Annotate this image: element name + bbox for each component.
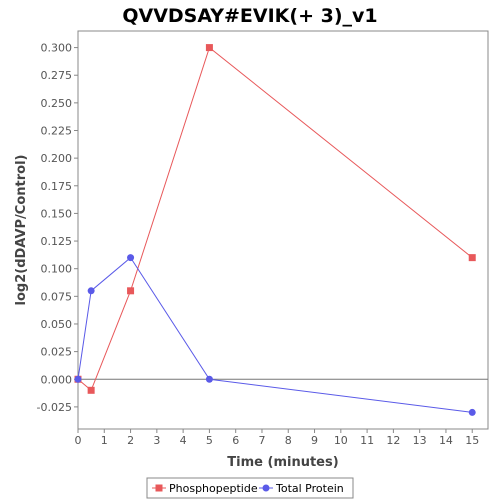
legend-box — [146, 477, 354, 499]
y-tick-label: 0.000 — [41, 373, 73, 386]
x-tick-label: 13 — [413, 434, 427, 447]
x-tick-label: 12 — [386, 434, 400, 447]
plot-area — [77, 30, 489, 430]
y-tick-label: 0.300 — [41, 42, 73, 55]
x-tick-label: 6 — [232, 434, 239, 447]
y-axis: -0.025 0.000 0.025 0.050 0.075 0.100 0.125 0.15… — [37, 42, 78, 414]
x-tick-label: 9 — [311, 434, 318, 447]
x-tick-label: 14 — [439, 434, 453, 447]
y-tick-label: 0.175 — [41, 180, 73, 193]
y-tick-label: 0.050 — [41, 318, 73, 331]
y-axis-label: log2(dDAVP/Control) — [14, 155, 29, 306]
series-layer — [74, 44, 476, 416]
x-tick-label: 11 — [360, 434, 374, 447]
x-tick-label: 3 — [153, 434, 160, 447]
x-tick-label: 15 — [465, 434, 479, 447]
legend-phosphopeptide-label: Phosphopeptide — [169, 482, 258, 495]
legend-total-protein-marker — [262, 484, 270, 492]
y-tick-label: 0.150 — [41, 207, 73, 220]
y-tick-label: 0.075 — [41, 290, 73, 303]
y-tick-label: 0.025 — [41, 346, 73, 359]
y-tick-label: 0.225 — [41, 125, 73, 138]
total-protein-point — [74, 375, 82, 383]
y-tick-label: 0.125 — [41, 235, 73, 248]
chart-title: QVVDSAY#EVIK(+ 3)_v1 — [122, 5, 377, 27]
total-protein-point — [205, 375, 213, 383]
legend-phosphopeptide-marker — [155, 484, 163, 492]
y-tick-label: 0.200 — [41, 152, 73, 165]
x-tick-label: 4 — [180, 434, 187, 447]
phosphopeptide-point — [205, 44, 213, 52]
legend-total-protein-label: Total Protein — [275, 482, 344, 495]
y-tick-label: -0.025 — [37, 401, 72, 414]
y-tick-label: 0.250 — [41, 97, 73, 110]
legend: Phosphopeptide Total Protein — [146, 477, 354, 499]
y-tick-label: 0.275 — [41, 69, 73, 82]
total-protein-point — [127, 254, 135, 262]
total-protein-point — [468, 408, 476, 416]
total-protein-point — [87, 287, 95, 295]
phosphopeptide-point — [127, 287, 135, 295]
x-axis-label: Time (minutes) — [227, 455, 338, 470]
x-tick-label: 10 — [334, 434, 348, 447]
x-tick-label: 7 — [258, 434, 265, 447]
y-tick-label: 0.100 — [41, 263, 73, 276]
x-tick-label: 8 — [285, 434, 292, 447]
x-tick-label: 1 — [101, 434, 108, 447]
x-tick-label: 5 — [206, 434, 213, 447]
phosphopeptide-point — [87, 386, 95, 394]
x-tick-label: 0 — [75, 434, 82, 447]
x-tick-label: 2 — [127, 434, 134, 447]
x-axis: 0 1 2 3 4 5 6 7 8 9 10 11 12 13 14 15 — [75, 429, 479, 447]
phosphopeptide-point — [468, 254, 476, 262]
